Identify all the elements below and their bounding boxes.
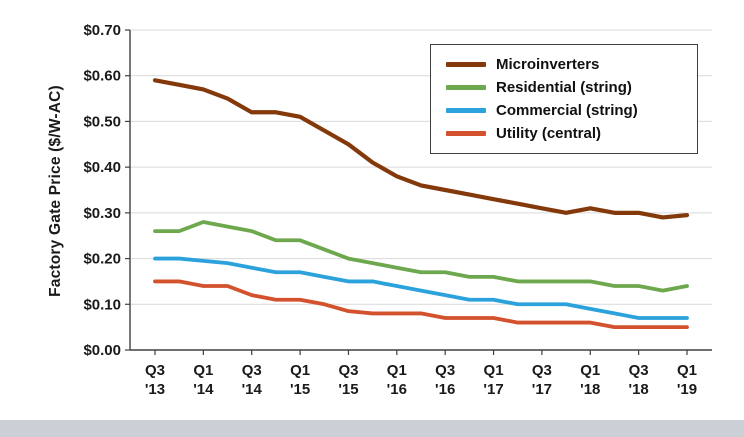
legend-line-swatch <box>446 131 486 136</box>
legend-label: Commercial (string) <box>496 102 638 119</box>
x-tick-label-quarter: Q1 <box>484 362 504 379</box>
legend-label: Microinverters <box>496 56 600 73</box>
y-tick-label: $0.50 <box>83 113 121 130</box>
x-tick-label-quarter: Q3 <box>338 362 358 379</box>
y-tick-label: $0.40 <box>83 159 121 176</box>
y-tick-label: $0.00 <box>83 342 121 359</box>
legend-line-swatch <box>446 85 486 90</box>
series-line-utility-central <box>153 279 689 330</box>
x-tick-label-year: '18 <box>580 381 600 398</box>
legend-item-residential-string: Residential (string) <box>446 78 689 97</box>
y-tick-label: $0.60 <box>83 68 121 85</box>
x-tick-label-quarter: Q1 <box>387 362 407 379</box>
x-tick-label-year: '17 <box>483 381 503 398</box>
x-tick-label-year: '15 <box>290 381 310 398</box>
legend-item-commercial-string: Commercial (string) <box>446 101 689 120</box>
x-tick-label-year: '13 <box>145 381 165 398</box>
x-tick-label-year: '15 <box>338 381 358 398</box>
x-tick-label-quarter: Q3 <box>435 362 455 379</box>
price-line-chart: $0.00 $0.10 $0.20 $0.30 $0.40 $0.50 $0.60 $0.70… <box>83 22 712 398</box>
y-tick-label: $0.30 <box>83 205 121 222</box>
x-tick-label-quarter: Q1 <box>580 362 600 379</box>
x-tick-label-quarter: Q1 <box>193 362 213 379</box>
series-line-residential-string <box>153 220 689 293</box>
x-tick-label-year: '18 <box>629 381 649 398</box>
x-tick-label-year: '14 <box>193 381 214 398</box>
x-tick-label-year: '16 <box>387 381 407 398</box>
x-tick-label-year: '19 <box>677 381 697 398</box>
y-axis-title: Factory Gate Price ($/W-AC) <box>47 85 64 297</box>
series-line-commercial-string <box>153 256 689 320</box>
x-tick-label-year: '17 <box>532 381 552 398</box>
x-tick-label-quarter: Q3 <box>145 362 165 379</box>
series-line-microinverters <box>152 78 690 220</box>
x-tick-label-quarter: Q1 <box>677 362 697 379</box>
y-tick-label: $0.70 <box>83 22 121 39</box>
y-tick-label: $0.20 <box>83 251 121 268</box>
legend-item-utility-central: Utility (central) <box>446 124 689 143</box>
legend-line-swatch <box>446 108 486 113</box>
bottom-strip <box>0 420 744 437</box>
x-tick-label-quarter: Q1 <box>290 362 310 379</box>
legend-label: Utility (central) <box>496 125 602 142</box>
x-tick-label-year: '16 <box>435 381 455 398</box>
y-tick-label: $0.10 <box>83 296 121 313</box>
x-tick-label-quarter: Q3 <box>532 362 552 379</box>
legend-line-swatch <box>446 62 486 67</box>
x-tick-label-quarter: Q3 <box>629 362 649 379</box>
x-tick-label-quarter: Q3 <box>242 362 262 379</box>
legend-label: Residential (string) <box>496 79 632 96</box>
x-tick-label-year: '14 <box>242 381 263 398</box>
legend-item-microinverters: Microinverters <box>446 55 689 74</box>
legend: Microinverters Residential (string) Commer… <box>430 44 698 154</box>
